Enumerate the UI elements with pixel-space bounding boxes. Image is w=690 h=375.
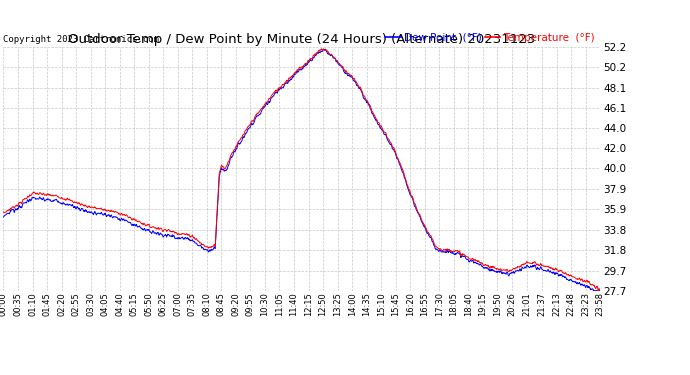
Title: Outdoor Temp / Dew Point by Minute (24 Hours) (Alternate) 20231123: Outdoor Temp / Dew Point by Minute (24 H… [68,33,535,46]
Text: Copyright 2023 Cartronics.com: Copyright 2023 Cartronics.com [3,36,159,45]
Legend: Dew Point  (°F), Temperature  (°F): Dew Point (°F), Temperature (°F) [385,33,595,43]
